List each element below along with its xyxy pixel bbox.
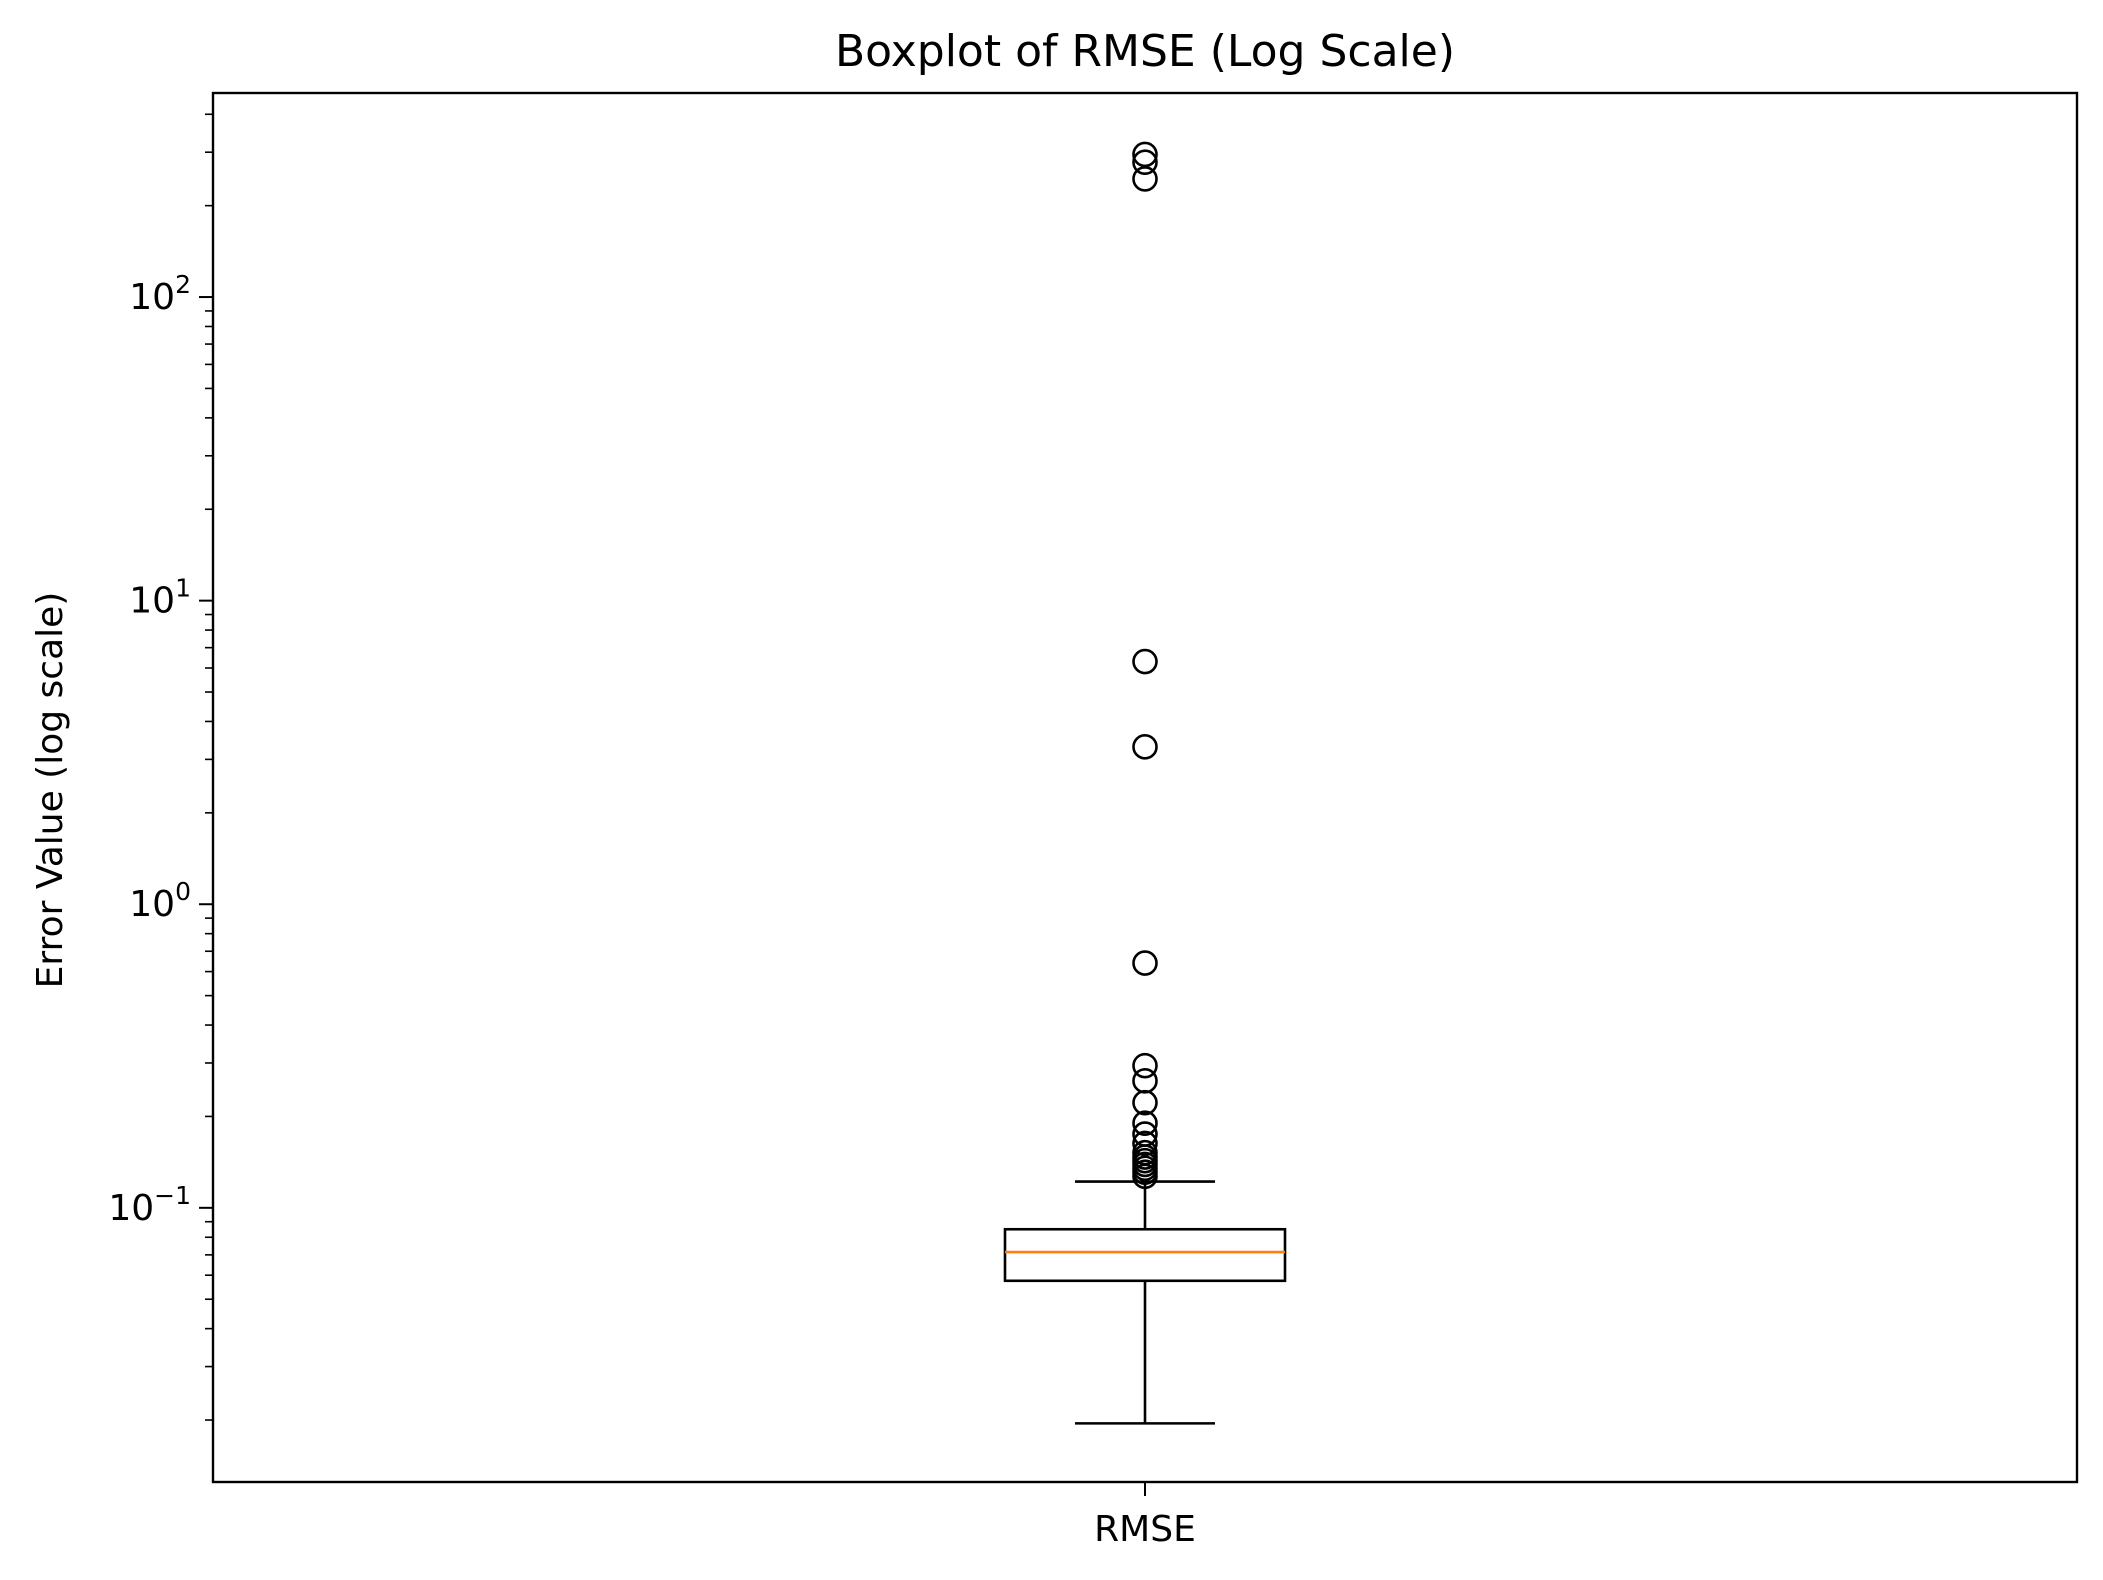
outlier-point [1132,648,1158,675]
iqr-box [1003,1227,1287,1283]
outlier-point [1132,1121,1158,1147]
x-tick-label: RMSE [1094,1509,1196,1550]
y-tick-label: 102 [129,270,191,318]
y-tick-label: 100 [129,877,191,925]
outlier-point [1132,1068,1158,1094]
outlier-point [1132,141,1158,168]
y-tick-label: 10−1 [108,1181,191,1229]
plot-area: 10−1 100 101 102 RMSE [108,113,1287,1550]
outlier-point [1132,734,1158,760]
y-axis-label: Error Value (log scale) [30,592,71,989]
outlier-point [1132,1110,1158,1136]
outlier-point [1132,1139,1158,1166]
outlier-point [1132,149,1158,176]
outlier-point [1132,950,1158,976]
outlier-point [1132,166,1158,192]
y-tick-label: 101 [129,574,191,622]
outlier-point [1132,1052,1158,1079]
outlier-point [1132,1130,1158,1157]
chart-title: Boxplot of RMSE (Log Scale) [835,26,1455,77]
plot-frame [211,91,2079,1484]
